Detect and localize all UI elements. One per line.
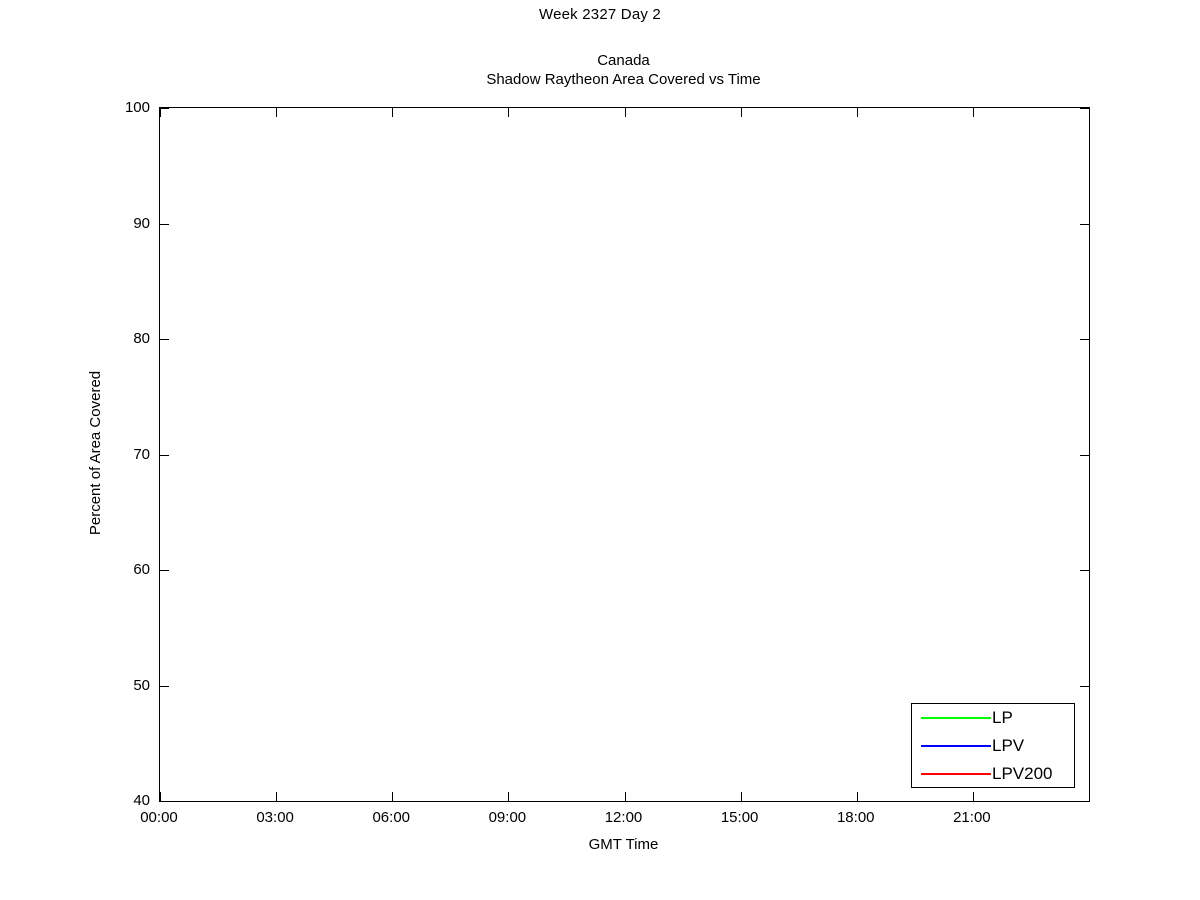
x-tick-label: 09:00 xyxy=(488,809,527,826)
y-axis-tick xyxy=(160,339,169,340)
x-axis-tick xyxy=(276,108,277,117)
y-tick-label: 100 xyxy=(124,99,150,116)
legend-item[interactable]: LP xyxy=(912,704,1074,732)
y-axis-tick xyxy=(1080,570,1089,571)
y-tick-label: 60 xyxy=(133,561,150,578)
x-tick-label: 21:00 xyxy=(953,809,991,826)
y-axis-tick xyxy=(1080,108,1089,109)
chart-title-block: Canada Shadow Raytheon Area Covered vs T… xyxy=(159,51,1088,89)
x-axis-tick xyxy=(392,108,393,117)
legend-item[interactable]: LPV200 xyxy=(912,760,1074,788)
y-axis-tick xyxy=(1080,224,1089,225)
y-axis-tick xyxy=(1080,455,1089,456)
x-tick-label: 06:00 xyxy=(372,809,411,826)
x-tick-label: 15:00 xyxy=(720,809,759,826)
y-axis-tick xyxy=(160,686,169,687)
x-axis-tick xyxy=(160,108,161,117)
y-tick-label: 90 xyxy=(133,214,150,232)
y-axis-tick xyxy=(160,570,169,571)
y-axis-tick xyxy=(160,108,169,109)
x-axis-tick xyxy=(508,792,509,801)
y-tick-label: 70 xyxy=(133,445,150,463)
legend-color-swatch xyxy=(921,717,991,719)
figure-super-title: Week 2327 Day 2 xyxy=(539,6,661,23)
x-axis-tick xyxy=(857,108,858,117)
x-axis-tick xyxy=(508,108,509,117)
x-axis-tick xyxy=(741,792,742,801)
x-axis-tick xyxy=(276,792,277,801)
x-tick-label: 00:00 xyxy=(140,809,178,826)
legend-label: LPV200 xyxy=(992,764,1053,783)
y-axis-tick xyxy=(1080,686,1089,687)
x-axis-tick xyxy=(857,792,858,801)
plot-canvas xyxy=(160,108,1089,801)
series-layer xyxy=(160,108,1089,801)
legend-item[interactable]: LPV xyxy=(912,732,1074,760)
x-tick-label: 18:00 xyxy=(836,809,875,826)
x-axis-tick xyxy=(973,792,974,801)
x-axis-label: GMT Time xyxy=(588,836,659,853)
x-tick-label: 12:00 xyxy=(604,809,643,826)
chart-subtitle: Canada xyxy=(597,52,650,69)
legend-color-swatch xyxy=(921,745,991,747)
chart-title: Shadow Raytheon Area Covered vs Time xyxy=(486,71,761,88)
y-axis-tick xyxy=(160,455,169,456)
x-axis-tick xyxy=(741,108,742,117)
y-axis-tick xyxy=(160,224,169,225)
x-axis-tick xyxy=(625,108,626,117)
legend-box[interactable]: LP LPV LPV200 xyxy=(911,703,1075,788)
x-axis-tick xyxy=(392,792,393,801)
legend-label: LP xyxy=(992,708,1013,727)
y-axis-tick xyxy=(1080,339,1089,340)
x-axis-tick xyxy=(973,108,974,117)
x-tick-label: 03:00 xyxy=(256,809,294,826)
y-tick-label: 40 xyxy=(133,792,150,809)
x-axis-tick xyxy=(160,792,161,801)
legend-color-swatch xyxy=(921,773,991,775)
y-tick-label: 80 xyxy=(133,330,150,347)
x-axis-tick xyxy=(625,792,626,801)
legend-label: LPV xyxy=(992,736,1025,755)
plot-area[interactable] xyxy=(159,107,1090,802)
y-tick-label: 50 xyxy=(133,676,150,694)
